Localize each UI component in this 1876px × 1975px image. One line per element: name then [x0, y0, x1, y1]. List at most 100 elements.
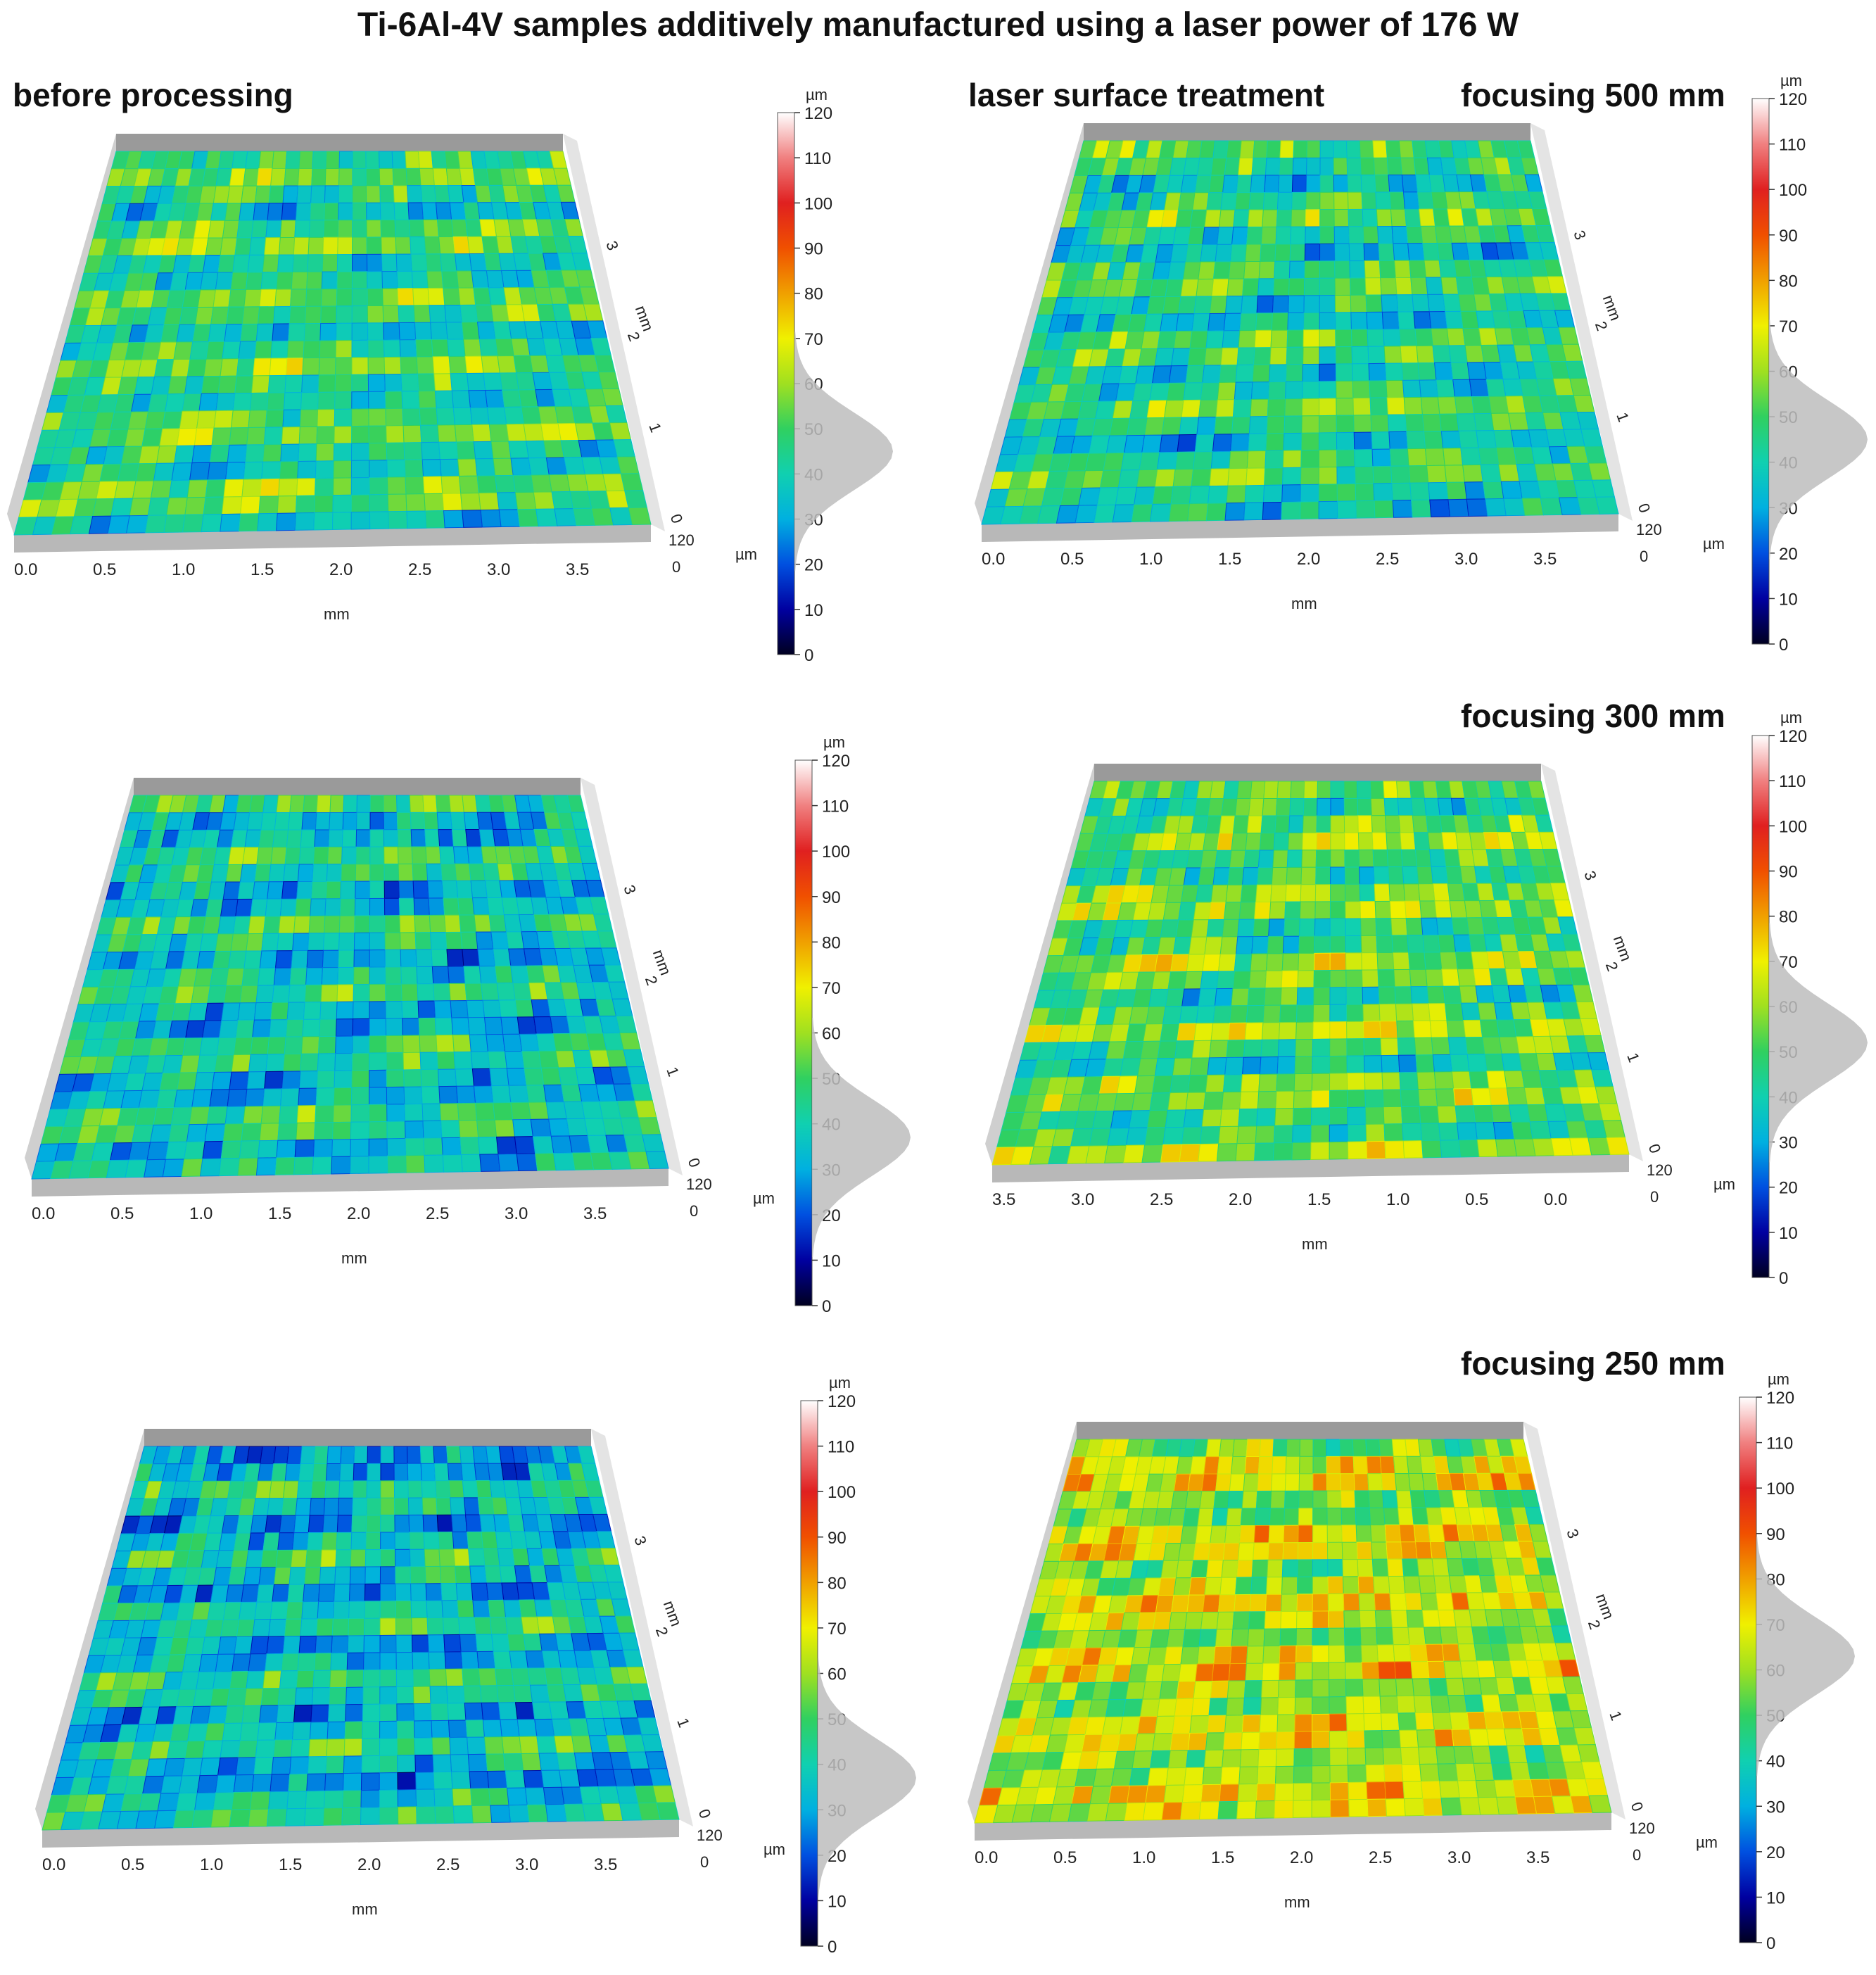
surface-cell	[459, 1634, 478, 1653]
surface-cell	[423, 476, 443, 495]
surface-cell	[600, 1803, 623, 1822]
surface-cell	[178, 1775, 201, 1794]
surface-cell	[419, 424, 440, 443]
surface-cell	[255, 985, 274, 1004]
surface-cell	[1388, 431, 1408, 450]
surface-cell	[1388, 883, 1406, 902]
surface-cell	[1172, 1715, 1193, 1734]
colorbar-tick-label: 110	[828, 1438, 854, 1457]
surface-cell	[1419, 1456, 1437, 1475]
surface-cell	[182, 1037, 203, 1056]
surface-cell	[1488, 1745, 1510, 1764]
surface-cell	[1516, 463, 1538, 482]
surface-cell	[255, 1480, 272, 1499]
surface-cell	[110, 1142, 133, 1161]
surface-cell	[243, 1688, 264, 1707]
surface-cell	[1572, 984, 1594, 1002]
surface-cell	[1256, 1108, 1276, 1127]
surface-cell	[405, 1154, 426, 1173]
surface-cell	[530, 1118, 552, 1137]
surface-cell	[126, 515, 148, 534]
surface-cell	[1311, 1073, 1331, 1092]
surface-cell	[1268, 919, 1286, 937]
surface-cell	[1127, 1785, 1148, 1804]
surface-cell	[1406, 225, 1424, 244]
surface-cell	[280, 1087, 300, 1106]
surface-cell	[1189, 1456, 1207, 1475]
surface-cell	[1302, 381, 1320, 399]
surface-cell	[444, 304, 462, 323]
surface-cell	[1466, 917, 1485, 935]
surface-cell	[503, 287, 523, 305]
surface-cell	[379, 168, 394, 187]
surface-cell	[1440, 277, 1459, 295]
surface-cell	[262, 1088, 283, 1107]
colorbar-unit: µm	[1780, 709, 1802, 726]
surface-cell	[1329, 1055, 1348, 1074]
surface-cell	[431, 1737, 451, 1755]
surface-cell	[394, 1497, 410, 1516]
surface-cell	[233, 812, 251, 831]
surface-cell	[1230, 433, 1250, 452]
surface-cell	[1056, 505, 1079, 524]
surface-cell	[528, 982, 548, 1001]
surface-cell	[1295, 1610, 1313, 1629]
surface-cell	[1160, 1560, 1179, 1579]
surface-cell	[1413, 832, 1431, 850]
surface-cell	[1561, 343, 1583, 362]
surface-cell	[422, 1120, 443, 1139]
surface-cell	[1159, 1681, 1179, 1700]
surface-cell	[1373, 866, 1390, 885]
surface-cell	[582, 1803, 605, 1822]
z-tick-label: 0	[1650, 1188, 1659, 1206]
surface-cell	[1592, 479, 1615, 498]
surface-cell	[1439, 814, 1457, 833]
surface-cell	[282, 185, 298, 204]
surface-cell	[1246, 226, 1263, 245]
surface-cell	[317, 408, 336, 427]
surface-cell	[298, 1071, 318, 1089]
surface-cell	[255, 323, 274, 342]
surface-cell	[120, 446, 143, 465]
surface-cell	[1344, 832, 1360, 851]
surface-cell	[106, 1159, 129, 1178]
surface-cell	[237, 881, 255, 900]
surface-cell	[1199, 140, 1216, 159]
surface-cell	[1361, 191, 1377, 210]
surface-cell	[154, 1810, 177, 1829]
surface-cell	[1580, 1761, 1604, 1779]
surface-cell	[505, 931, 525, 949]
surface-cell	[201, 1636, 222, 1655]
surface-cell	[391, 151, 407, 169]
surface-cell	[1275, 1748, 1295, 1767]
surface-cell	[1266, 140, 1281, 158]
surface-cell	[246, 1670, 265, 1689]
z-tick-label: 0	[1640, 548, 1648, 565]
surface-cell	[1115, 383, 1136, 402]
surface-cell	[270, 340, 289, 359]
surface-cell	[441, 270, 459, 289]
surface-cell	[1226, 1508, 1243, 1527]
surface-cell	[1393, 243, 1410, 261]
surface-cell	[170, 1106, 193, 1125]
surface-cell	[1263, 1628, 1281, 1647]
surface-cell	[440, 863, 457, 882]
surface-cell	[1142, 1681, 1162, 1700]
surface-cell	[250, 1636, 270, 1655]
surface-cell	[350, 477, 370, 496]
surface-cell	[417, 373, 436, 392]
surface-cell	[1435, 781, 1452, 799]
surface-cell	[213, 1567, 232, 1586]
surface-cell	[1279, 1645, 1297, 1664]
surface-cell	[1433, 1071, 1454, 1090]
surface-cell	[395, 1583, 412, 1602]
surface-cell	[300, 829, 316, 848]
surface-cell	[463, 202, 481, 220]
surface-cell	[1464, 481, 1486, 500]
surface-cell	[490, 1085, 512, 1104]
surface-cell	[1248, 1611, 1266, 1629]
surface-cell	[218, 1019, 239, 1038]
surface-cell	[1268, 1525, 1285, 1544]
surface-cell	[307, 254, 324, 272]
surface-cell	[441, 1137, 462, 1156]
